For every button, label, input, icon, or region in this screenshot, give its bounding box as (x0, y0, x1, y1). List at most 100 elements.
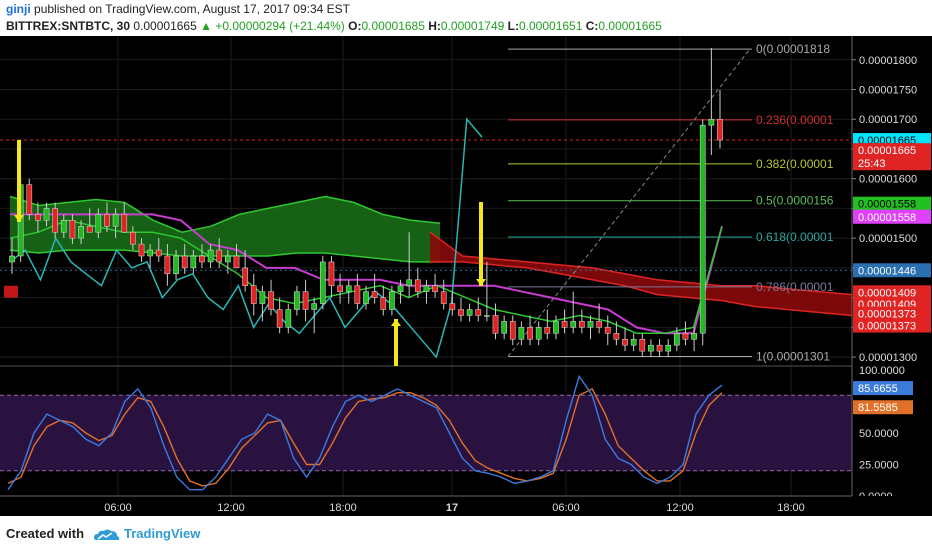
candle (682, 321, 689, 346)
candle-body (43, 208, 50, 221)
candle (604, 315, 611, 346)
publish-line: ginji published on TradingView.com, Augu… (6, 2, 350, 16)
y-tick-label: 0.00001800 (859, 55, 917, 67)
candle (630, 333, 637, 352)
last-price: 0.00001665 (133, 19, 197, 33)
candle (259, 285, 266, 322)
candle-body (518, 327, 525, 340)
candle (458, 297, 464, 322)
y-tick-label: 0.00001750 (859, 85, 917, 97)
candle (397, 279, 404, 304)
candle (699, 119, 706, 346)
chart-canvas[interactable]: 0(0.00001818 0.236(0.00001 0.382(0.00001 0.… (0, 36, 932, 516)
change-value: +0.00000294 (+21.44%) (215, 19, 345, 33)
candle-body (579, 321, 585, 328)
price-tag-label: 0.00001558 (858, 212, 916, 224)
x-tick-label: 06:00 (552, 502, 580, 514)
candle-body (354, 285, 361, 304)
candle-body (682, 333, 689, 340)
x-tick-label: 12:00 (217, 502, 245, 514)
candle-body (458, 309, 464, 316)
candle-body (406, 279, 413, 286)
annotation-arrows (14, 140, 486, 366)
candle (43, 202, 50, 227)
candle-body (104, 214, 110, 227)
candle-body (717, 118, 723, 141)
fib-label-0: 0(0.00001818 (756, 42, 830, 56)
candle-body (561, 321, 568, 328)
fib-label-0.236: 0.236(0.00001 (756, 113, 834, 127)
candle-body (285, 309, 292, 328)
candle (484, 261, 490, 322)
arrow-up-1-head (391, 319, 401, 326)
candle-body (708, 118, 715, 126)
candle-body (276, 309, 283, 328)
candle-body (475, 309, 482, 316)
candle-body (181, 255, 188, 269)
candle-body (199, 255, 205, 263)
candle (181, 244, 188, 274)
price-tag-bg (853, 143, 931, 158)
cloud-green-top (9, 195, 441, 233)
candle (440, 279, 447, 310)
candle (509, 315, 516, 346)
open-value: 0.00001685 (361, 19, 425, 33)
candle-body (52, 208, 59, 233)
footer: Created with TradingView (0, 516, 932, 550)
chart-header: ginji published on TradingView.com, Augu… (0, 0, 932, 36)
candle-body (225, 255, 231, 263)
d-tag-label: 81.5585 (858, 402, 898, 414)
candle-body (509, 321, 516, 340)
price-tag-bg (853, 285, 931, 300)
candle (501, 315, 507, 340)
candle (363, 285, 369, 310)
candle-body (268, 291, 274, 310)
cloud-green (10, 196, 440, 262)
candle (544, 309, 551, 340)
candle (389, 285, 395, 316)
candle-body (138, 243, 145, 257)
price-tag-label: 25:43 (858, 158, 886, 170)
candle-body (484, 315, 490, 317)
fib-trend-line (507, 48, 751, 357)
candle (354, 273, 361, 310)
fib-label-0.786: 0.786(0.00001 (756, 280, 834, 294)
publish-info: published on TradingView.com, August 17,… (34, 2, 351, 16)
candle (656, 339, 663, 358)
candle (233, 244, 240, 269)
price-tag-label: 0.00001373 (858, 309, 916, 321)
candle (319, 256, 326, 310)
d-tag-bg (853, 400, 913, 415)
candle-body (492, 315, 499, 334)
tradingview-brand[interactable]: TradingView (124, 526, 201, 541)
candle (225, 250, 231, 274)
cloud-red-bottom (430, 261, 853, 317)
candle-body (440, 291, 447, 304)
author-link[interactable]: ginji (6, 2, 31, 16)
price-tag-bg (853, 156, 931, 171)
candle-body (190, 255, 197, 269)
x-tick-label: 12:00 (666, 502, 694, 514)
osc-tick-label: 100.0000 (859, 365, 905, 377)
candle (665, 339, 672, 358)
candle (345, 279, 352, 304)
candle-body (691, 333, 697, 340)
arrow-down-2-head (476, 279, 486, 286)
x-tick-label: 17 (446, 502, 458, 514)
candle (9, 238, 15, 274)
candle (673, 327, 680, 352)
candle-body (95, 214, 102, 233)
candle (302, 279, 309, 322)
candle (613, 321, 620, 346)
fibonacci-retracement: 0(0.00001818 0.236(0.00001 0.382(0.00001 0.… (0, 42, 852, 363)
candle-body (648, 344, 654, 352)
candle-body (630, 338, 637, 346)
candle-body (216, 249, 223, 263)
candle-body (639, 338, 646, 352)
time-axis: 06:00 12:00 18:00 17 06:00 12:00 18:00 (0, 495, 932, 516)
price-tag-bg (853, 306, 931, 321)
low-key: L: (507, 19, 519, 33)
candle-body (432, 285, 438, 292)
candle (337, 273, 343, 304)
candle (311, 297, 318, 334)
